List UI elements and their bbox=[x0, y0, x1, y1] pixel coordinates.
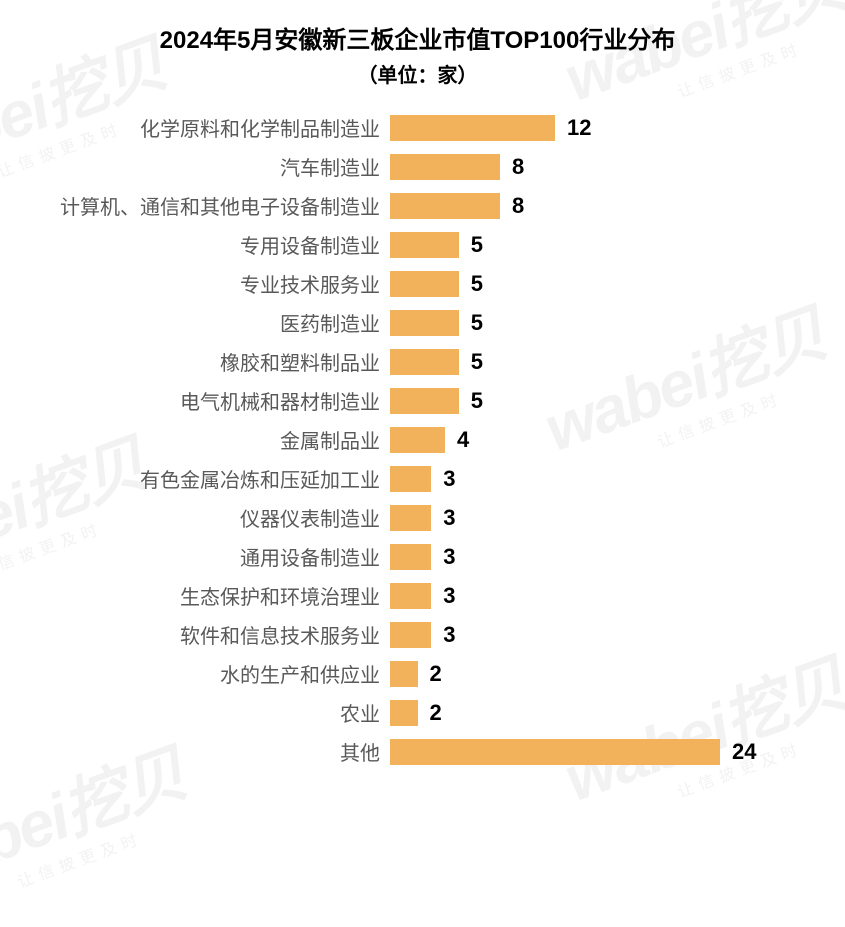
chart-row: 其他 24 bbox=[20, 732, 815, 771]
bar-area: 3 bbox=[390, 466, 815, 492]
value-label: 5 bbox=[459, 310, 483, 336]
bar bbox=[390, 310, 459, 336]
bar bbox=[390, 661, 418, 687]
chart-row: 专业技术服务业 5 bbox=[20, 264, 815, 303]
bar-area: 8 bbox=[390, 154, 815, 180]
bar-area: 2 bbox=[390, 661, 815, 687]
value-label: 3 bbox=[431, 544, 455, 570]
chart-title: 2024年5月安徽新三板企业市值TOP100行业分布 bbox=[20, 20, 815, 55]
value-label: 5 bbox=[459, 349, 483, 375]
category-label: 仪器仪表制造业 bbox=[20, 503, 390, 532]
category-label: 专业技术服务业 bbox=[20, 269, 390, 298]
chart-row: 有色金属冶炼和压延加工业 3 bbox=[20, 459, 815, 498]
bar bbox=[390, 700, 418, 726]
category-label: 医药制造业 bbox=[20, 308, 390, 337]
category-label: 其他 bbox=[20, 737, 390, 766]
bar-area: 5 bbox=[390, 232, 815, 258]
chart-row: 农业 2 bbox=[20, 693, 815, 732]
chart-row: 生态保护和环境治理业 3 bbox=[20, 576, 815, 615]
chart-row: 医药制造业 5 bbox=[20, 303, 815, 342]
bar bbox=[390, 154, 500, 180]
bar bbox=[390, 466, 431, 492]
bar-area: 12 bbox=[390, 115, 815, 141]
value-label: 12 bbox=[555, 115, 591, 141]
bar bbox=[390, 349, 459, 375]
chart-row: 计算机、通信和其他电子设备制造业 8 bbox=[20, 186, 815, 225]
chart-row: 橡胶和塑料制品业 5 bbox=[20, 342, 815, 381]
bar-area: 5 bbox=[390, 310, 815, 336]
category-label: 专用设备制造业 bbox=[20, 230, 390, 259]
bar-area: 3 bbox=[390, 583, 815, 609]
value-label: 2 bbox=[418, 661, 442, 687]
category-label: 金属制品业 bbox=[20, 425, 390, 454]
bar-area: 3 bbox=[390, 505, 815, 531]
bar-area: 8 bbox=[390, 193, 815, 219]
category-label: 橡胶和塑料制品业 bbox=[20, 347, 390, 376]
chart-subtitle: （单位：家） bbox=[20, 59, 815, 88]
category-label: 农业 bbox=[20, 698, 390, 727]
value-label: 3 bbox=[431, 466, 455, 492]
category-label: 通用设备制造业 bbox=[20, 542, 390, 571]
bar bbox=[390, 115, 555, 141]
value-label: 2 bbox=[418, 700, 442, 726]
bar bbox=[390, 505, 431, 531]
bar bbox=[390, 427, 445, 453]
chart-container: 2024年5月安徽新三板企业市值TOP100行业分布 （单位：家） 化学原料和化… bbox=[0, 0, 845, 794]
category-label: 化学原料和化学制品制造业 bbox=[20, 113, 390, 142]
value-label: 3 bbox=[431, 583, 455, 609]
bar-area: 5 bbox=[390, 349, 815, 375]
chart-row: 电气机械和器材制造业 5 bbox=[20, 381, 815, 420]
bar bbox=[390, 388, 459, 414]
value-label: 8 bbox=[500, 193, 524, 219]
value-label: 5 bbox=[459, 388, 483, 414]
bar-area: 3 bbox=[390, 544, 815, 570]
bar bbox=[390, 739, 720, 765]
bar bbox=[390, 193, 500, 219]
bar-area: 24 bbox=[390, 739, 815, 765]
category-label: 计算机、通信和其他电子设备制造业 bbox=[20, 191, 390, 220]
value-label: 3 bbox=[431, 622, 455, 648]
chart-row: 化学原料和化学制品制造业 12 bbox=[20, 108, 815, 147]
bar bbox=[390, 232, 459, 258]
chart-row: 仪器仪表制造业 3 bbox=[20, 498, 815, 537]
bar bbox=[390, 544, 431, 570]
category-label: 水的生产和供应业 bbox=[20, 659, 390, 688]
value-label: 3 bbox=[431, 505, 455, 531]
value-label: 4 bbox=[445, 427, 469, 453]
bar-area: 5 bbox=[390, 388, 815, 414]
watermark-sub: 让信披更及时 bbox=[13, 804, 201, 892]
bar-area: 4 bbox=[390, 427, 815, 453]
category-label: 汽车制造业 bbox=[20, 152, 390, 181]
chart-row: 通用设备制造业 3 bbox=[20, 537, 815, 576]
bar-area: 5 bbox=[390, 271, 815, 297]
category-label: 电气机械和器材制造业 bbox=[20, 386, 390, 415]
chart-row: 汽车制造业 8 bbox=[20, 147, 815, 186]
chart-row: 水的生产和供应业 2 bbox=[20, 654, 815, 693]
bar-area: 2 bbox=[390, 700, 815, 726]
bar-chart: 化学原料和化学制品制造业 12 汽车制造业 8 计算机、通信和其他电子设备制造业 8 专用设… bbox=[20, 108, 815, 771]
chart-row: 金属制品业 4 bbox=[20, 420, 815, 459]
bar-area: 3 bbox=[390, 622, 815, 648]
value-label: 5 bbox=[459, 232, 483, 258]
value-label: 8 bbox=[500, 154, 524, 180]
category-label: 软件和信息技术服务业 bbox=[20, 620, 390, 649]
bar bbox=[390, 271, 459, 297]
value-label: 5 bbox=[459, 271, 483, 297]
bar bbox=[390, 583, 431, 609]
chart-row: 软件和信息技术服务业 3 bbox=[20, 615, 815, 654]
category-label: 有色金属冶炼和压延加工业 bbox=[20, 464, 390, 493]
bar bbox=[390, 622, 431, 648]
chart-row: 专用设备制造业 5 bbox=[20, 225, 815, 264]
category-label: 生态保护和环境治理业 bbox=[20, 581, 390, 610]
value-label: 24 bbox=[720, 739, 756, 765]
